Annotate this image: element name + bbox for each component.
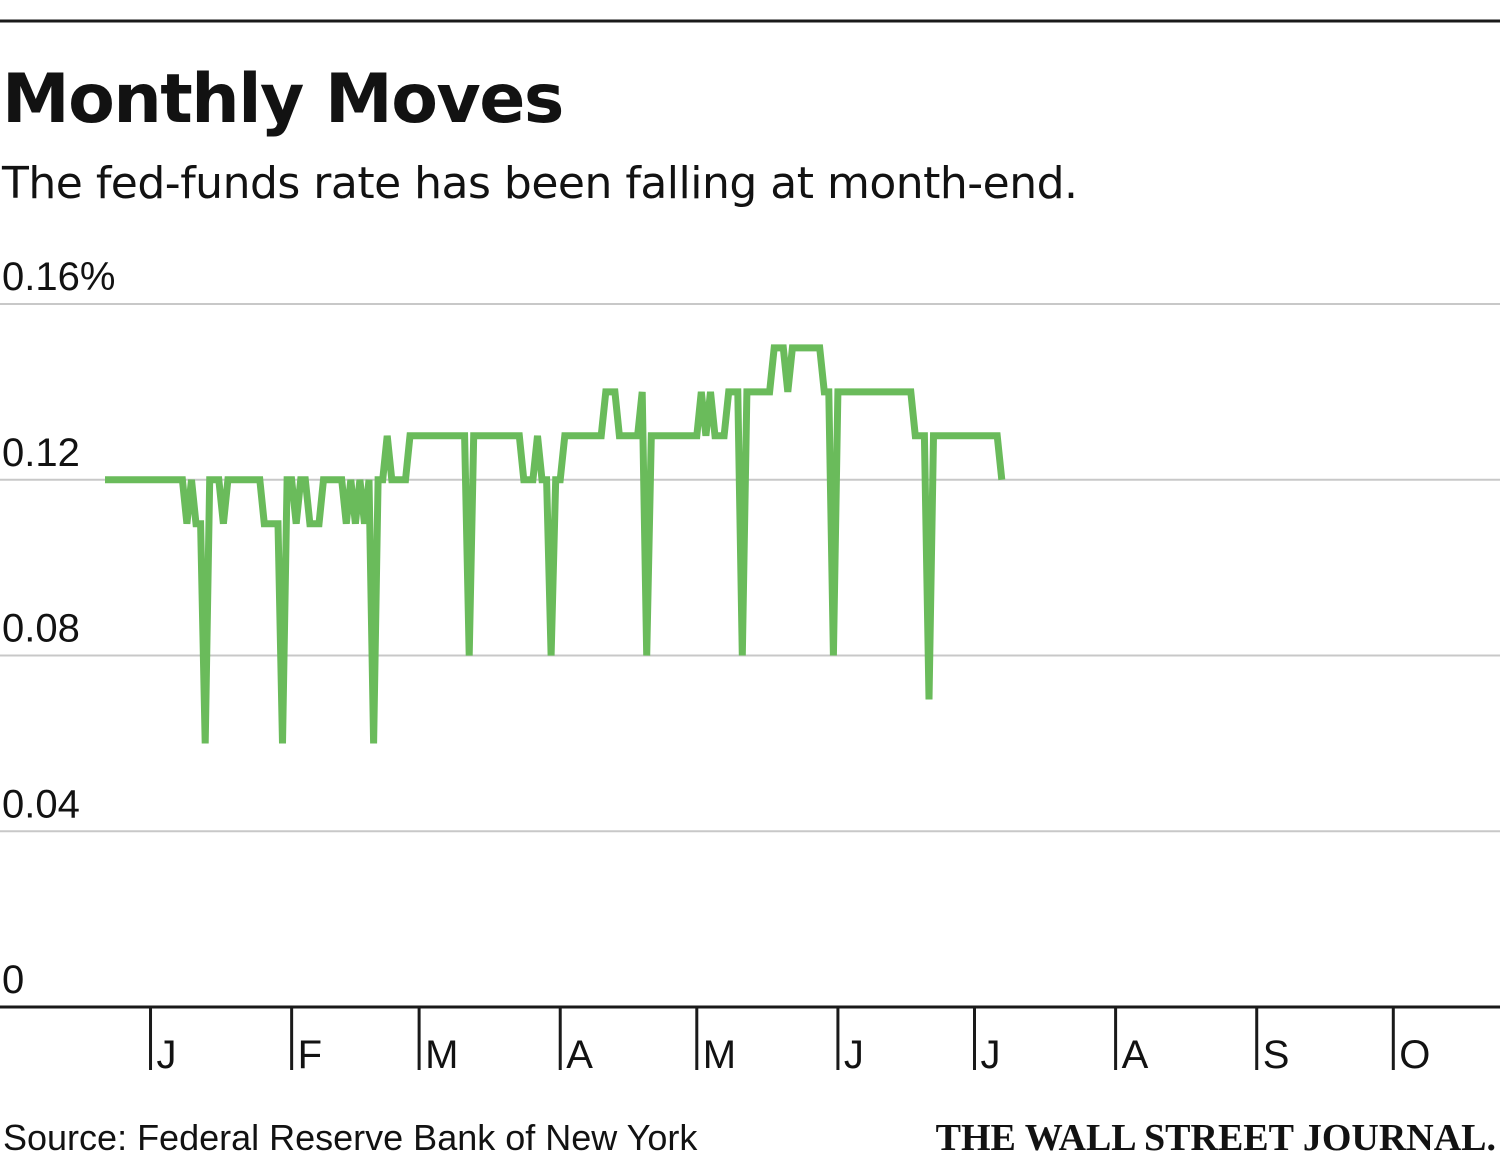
x-tick-label: F bbox=[298, 1033, 322, 1077]
x-tick-label: O bbox=[1399, 1033, 1430, 1077]
x-tick-label: S bbox=[1263, 1033, 1290, 1077]
gridlines bbox=[0, 303, 1500, 833]
y-tick-label: 0.04 bbox=[2, 782, 80, 826]
y-tick-label: 0.08 bbox=[2, 607, 80, 651]
x-tick-label: M bbox=[703, 1033, 736, 1077]
series-layer bbox=[105, 344, 1006, 744]
series-line bbox=[105, 344, 1006, 744]
x-tick-label: A bbox=[1122, 1033, 1149, 1077]
y-tick-label: 0.16% bbox=[2, 255, 115, 299]
y-tick-label: 0.12 bbox=[2, 431, 80, 475]
x-tick-label: M bbox=[425, 1033, 458, 1077]
y-axis-labels: 0.16% 0.12 0.08 0.04 0 bbox=[2, 255, 115, 1002]
y-tick-label: 0 bbox=[2, 958, 24, 1002]
x-tick-label: J bbox=[157, 1033, 177, 1077]
x-tick-label: J bbox=[844, 1033, 864, 1077]
source-note: Source: Federal Reserve Bank of New York bbox=[3, 1117, 698, 1158]
chart-title: Monthly Moves bbox=[2, 60, 563, 139]
publisher-logo: THE WALL STREET JOURNAL. bbox=[936, 1117, 1496, 1159]
x-tick-label: J bbox=[980, 1033, 1000, 1077]
chart-subtitle: The fed-funds rate has been falling at m… bbox=[1, 158, 1078, 209]
x-tick-label: A bbox=[566, 1033, 593, 1077]
